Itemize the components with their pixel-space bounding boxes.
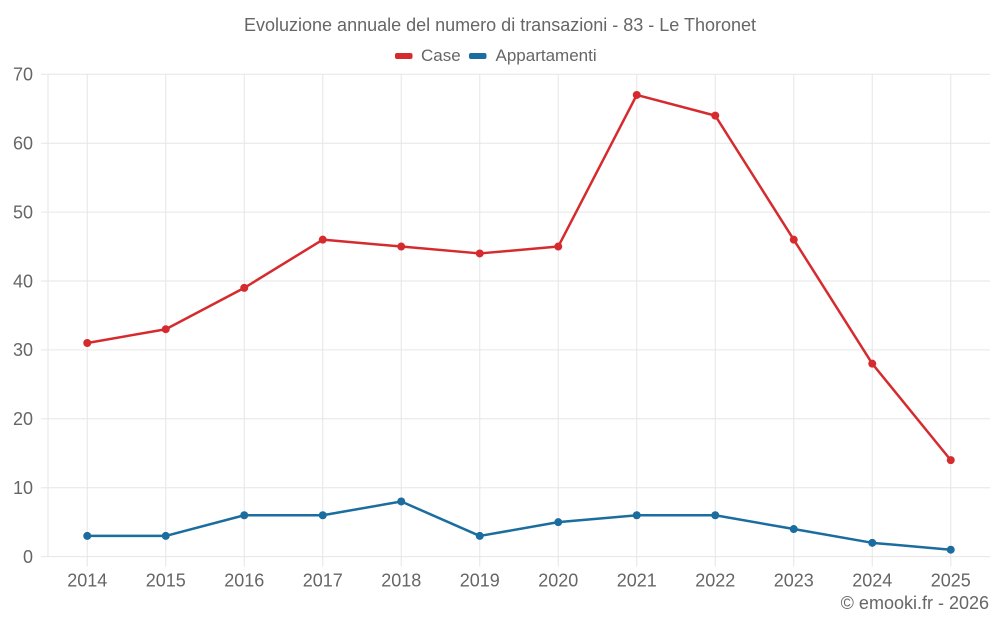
svg-text:2025: 2025	[931, 570, 971, 590]
svg-text:2024: 2024	[852, 570, 892, 590]
svg-text:2015: 2015	[146, 570, 186, 590]
svg-text:2016: 2016	[224, 570, 264, 590]
svg-text:10: 10	[13, 478, 33, 498]
svg-text:2020: 2020	[538, 570, 578, 590]
svg-text:0: 0	[23, 547, 33, 567]
svg-text:Case: Case	[421, 46, 461, 65]
svg-text:70: 70	[13, 65, 33, 85]
svg-text:© emooki.fr - 2026: © emooki.fr - 2026	[841, 593, 989, 613]
svg-text:30: 30	[13, 340, 33, 360]
svg-text:2023: 2023	[774, 570, 814, 590]
svg-text:Appartamenti: Appartamenti	[496, 46, 597, 65]
svg-text:50: 50	[13, 202, 33, 222]
svg-text:2017: 2017	[303, 570, 343, 590]
svg-text:60: 60	[13, 134, 33, 154]
svg-text:2022: 2022	[695, 570, 735, 590]
svg-text:20: 20	[13, 409, 33, 429]
svg-text:2021: 2021	[617, 570, 657, 590]
svg-text:Evoluzione annuale del numero: Evoluzione annuale del numero di transaz…	[244, 15, 756, 35]
svg-text:40: 40	[13, 271, 33, 291]
svg-text:2014: 2014	[67, 570, 107, 590]
svg-text:2019: 2019	[460, 570, 500, 590]
svg-text:2018: 2018	[381, 570, 421, 590]
